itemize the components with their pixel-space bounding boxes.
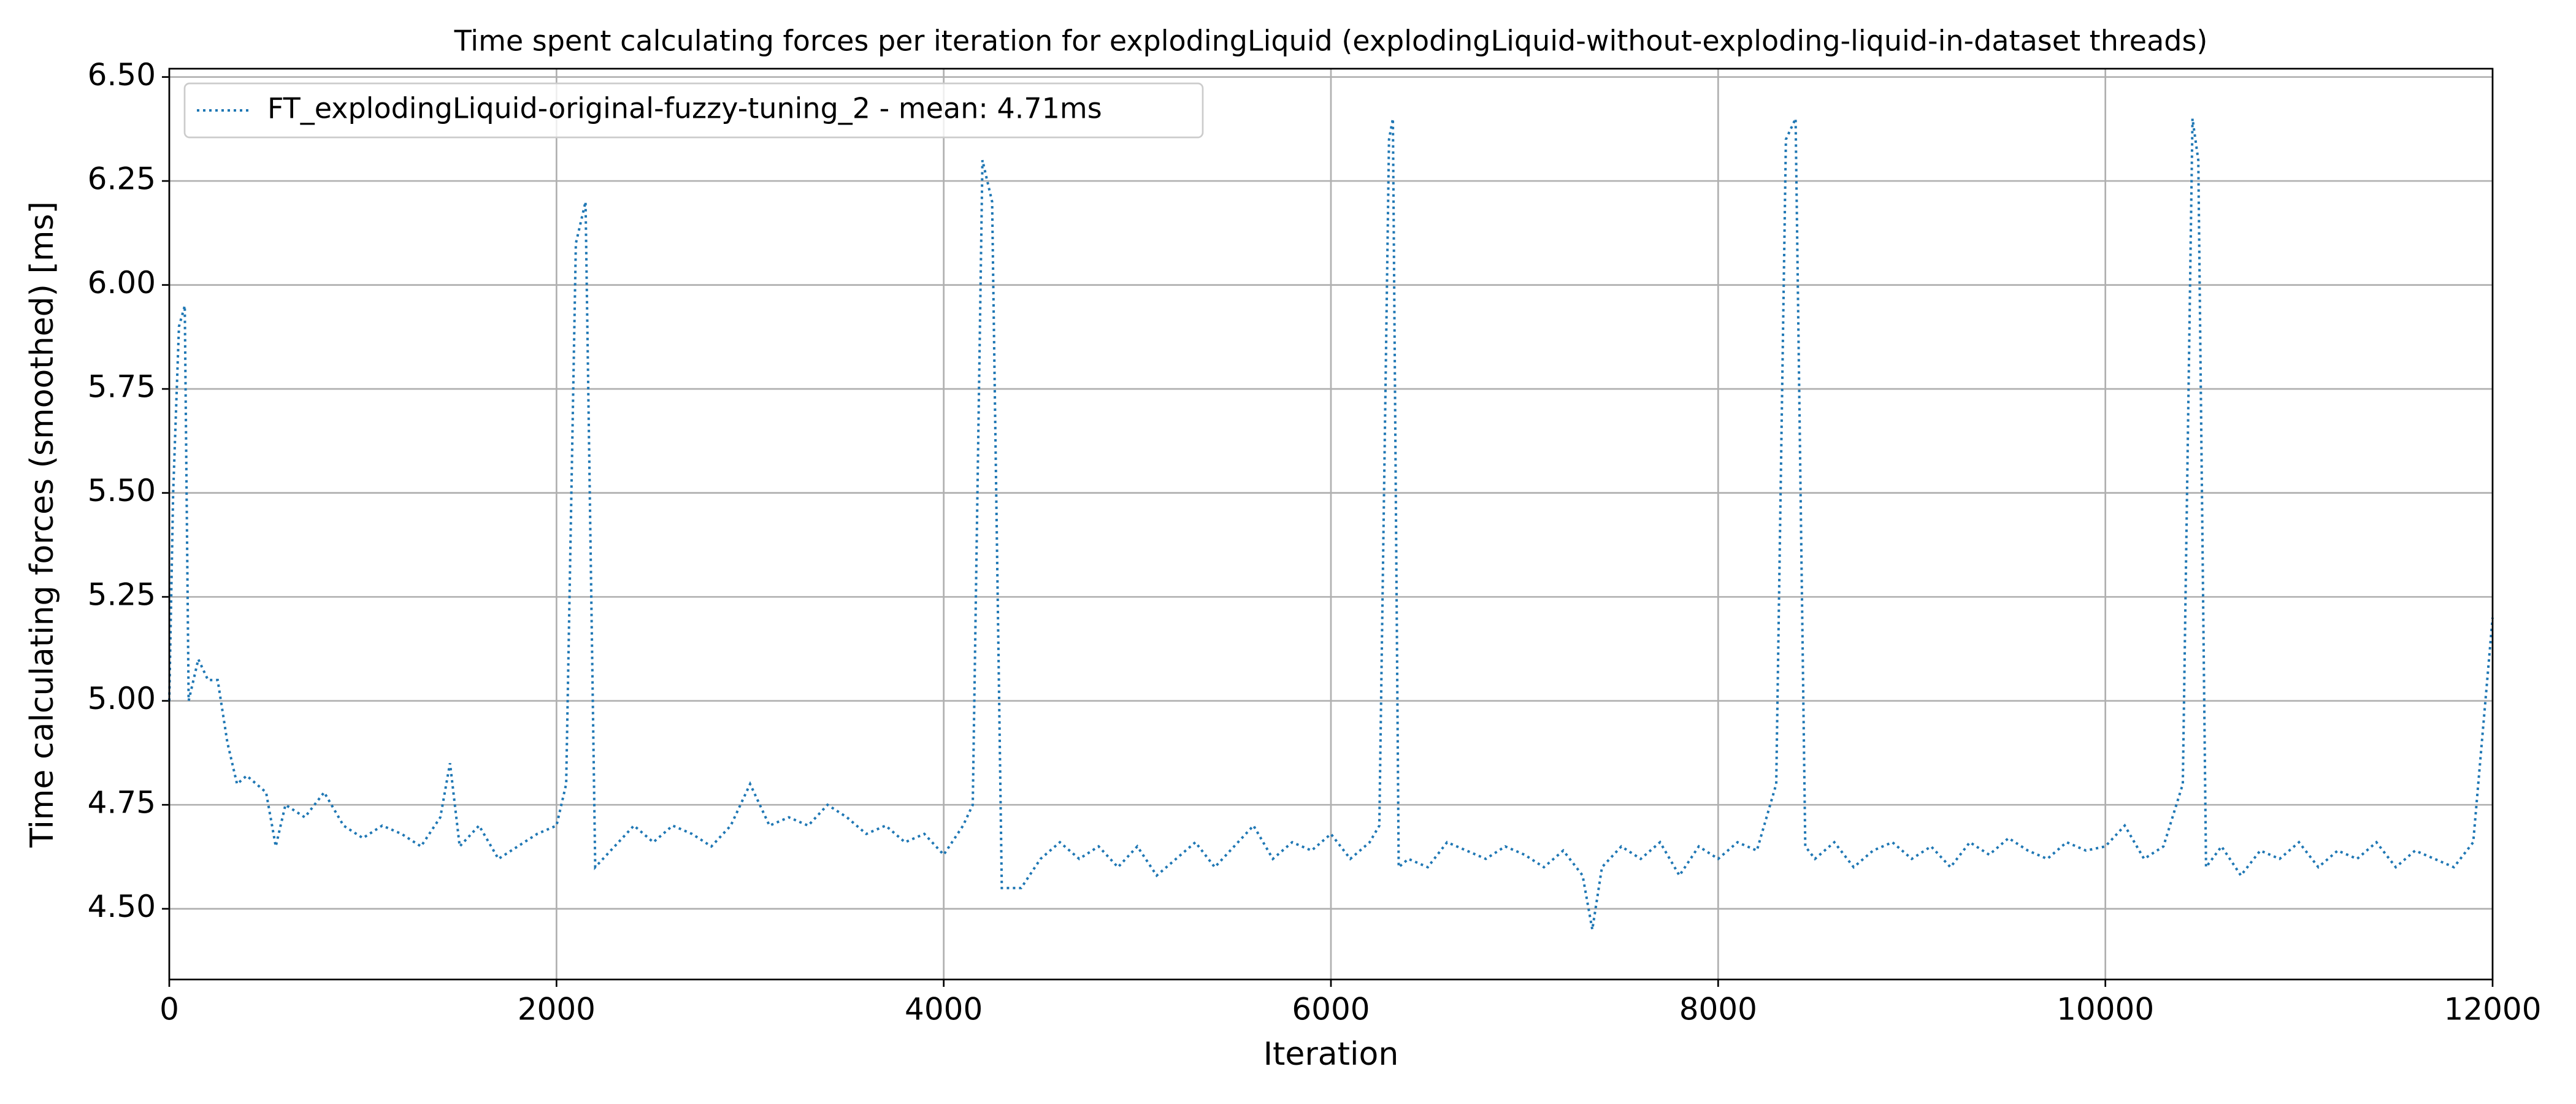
- x-axis-label: Iteration: [1263, 1036, 1399, 1073]
- y-tick-label: 5.75: [88, 369, 156, 405]
- chart-title: Time spent calculating forces per iterat…: [454, 25, 2208, 58]
- y-tick-label: 4.75: [88, 785, 156, 821]
- x-tick-label: 12000: [2444, 992, 2541, 1027]
- x-tick-label: 10000: [2057, 992, 2154, 1027]
- y-tick-label: 6.50: [88, 57, 156, 93]
- legend-box: [183, 82, 1204, 139]
- y-tick-label: 6.25: [88, 161, 156, 197]
- x-tick-label: 0: [159, 992, 179, 1027]
- x-tick-label: 8000: [1679, 992, 1757, 1027]
- y-axis-label: Time calculating forces (smoothed) [ms]: [24, 201, 61, 848]
- y-tick-label: 5.50: [88, 473, 156, 508]
- y-tick-label: 4.50: [88, 889, 156, 924]
- plot-frame: [168, 67, 2494, 981]
- data-line: [168, 118, 2494, 930]
- x-tick-label: 4000: [905, 992, 983, 1027]
- legend-label: FT_explodingLiquid-original-fuzzy-tuning…: [267, 92, 1102, 125]
- y-tick-label: 5.00: [88, 681, 156, 716]
- x-tick-label: 6000: [1292, 992, 1370, 1027]
- x-tick-label: 2000: [518, 992, 596, 1027]
- y-tick-label: 6.00: [88, 265, 156, 301]
- y-tick-label: 5.25: [88, 577, 156, 613]
